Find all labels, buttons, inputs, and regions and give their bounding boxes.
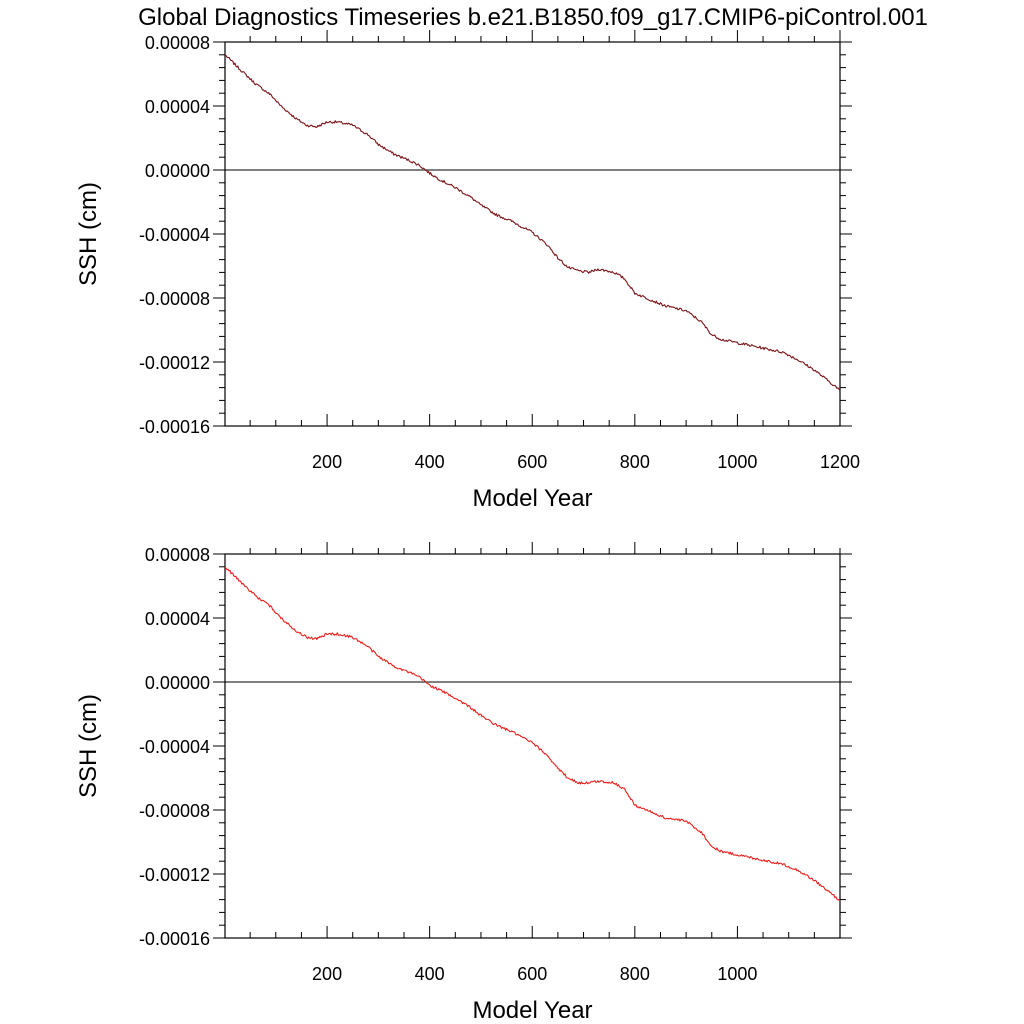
top-xtick-label: 1200 bbox=[820, 452, 860, 472]
bottom-ytick-label: 0.00004 bbox=[145, 609, 210, 629]
top-xtick-label: 1000 bbox=[717, 452, 757, 472]
bottom-ytick-label: -0.00016 bbox=[139, 929, 210, 949]
top-xtick-label: 200 bbox=[312, 452, 342, 472]
top-ytick-label: -0.00004 bbox=[139, 225, 210, 245]
bottom-plot-frame bbox=[224, 553, 841, 939]
bottom-ytick-label: 0.00000 bbox=[145, 673, 210, 693]
top-ytick-label: 0.00004 bbox=[145, 97, 210, 117]
bottom-series-line-ssh bbox=[224, 566, 841, 902]
bottom-ytick-label: 0.00008 bbox=[145, 545, 210, 565]
bottom-xtick-label: 600 bbox=[517, 964, 547, 984]
bottom-xtick-label: 1000 bbox=[717, 964, 757, 984]
bottom-y-axis-title: SSH (cm) bbox=[75, 694, 102, 798]
top-xtick-label: 400 bbox=[415, 452, 445, 472]
top-xtick-label: 800 bbox=[620, 452, 650, 472]
figure-title: Global Diagnostics Timeseries b.e21.B185… bbox=[138, 4, 928, 31]
top-xtick-label: 600 bbox=[517, 452, 547, 472]
top-ytick-label: -0.00012 bbox=[139, 353, 210, 373]
bottom-xtick-label: 400 bbox=[415, 964, 445, 984]
top-ytick-label: -0.00008 bbox=[139, 289, 210, 309]
top-plot-frame bbox=[224, 41, 841, 427]
bottom-panel: 200 400 600 800 1000 0.00008 0.00004 0.00000 -0.… bbox=[75, 542, 852, 1024]
bottom-xtick-label: 200 bbox=[312, 964, 342, 984]
bottom-xtick-label: 800 bbox=[620, 964, 650, 984]
bottom-ytick-label: -0.00012 bbox=[139, 865, 210, 885]
top-ytick-label: -0.00016 bbox=[139, 417, 210, 437]
bottom-ytick-label: -0.00004 bbox=[139, 737, 210, 757]
top-ytick-label: 0.00008 bbox=[145, 33, 210, 53]
top-x-axis-title: Model Year bbox=[472, 485, 592, 512]
top-series-line-ssh bbox=[224, 54, 841, 392]
top-y-axis-title: SSH (cm) bbox=[75, 182, 102, 286]
bottom-x-axis-title: Model Year bbox=[472, 997, 592, 1024]
bottom-ytick-label: -0.00008 bbox=[139, 801, 210, 821]
top-panel: 200 400 600 800 1000 1200 0.00008 0.00004 0.0000… bbox=[75, 30, 860, 512]
top-ytick-label: 0.00000 bbox=[145, 161, 210, 181]
